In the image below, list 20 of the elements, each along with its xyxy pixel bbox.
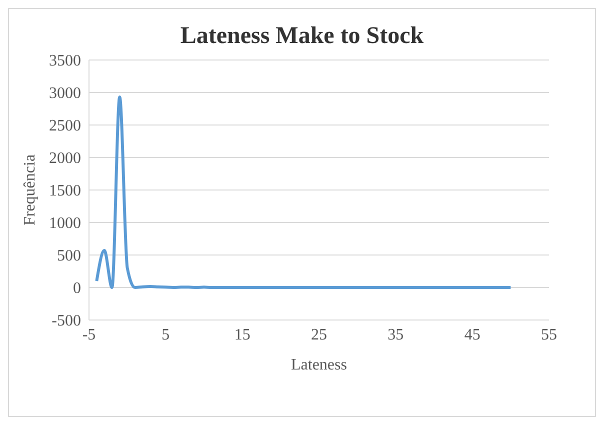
y-tick-label: -500 [52, 312, 81, 330]
y-tick-label: 3500 [49, 52, 81, 70]
y-axis-title: Frequência [22, 154, 39, 226]
x-tick-label: 15 [234, 326, 250, 344]
y-tick-label: 500 [57, 248, 81, 265]
x-tick-label: 35 [388, 326, 404, 344]
y-tick-label: 2000 [49, 150, 81, 168]
x-tick-label: -5 [82, 326, 96, 344]
x-tick-label: 5 [162, 326, 170, 344]
x-tick-label: 55 [541, 326, 557, 344]
y-tick-label: 0 [73, 280, 81, 298]
x-tick-label: 25 [311, 326, 327, 344]
line-series [95, 96, 512, 289]
chart-title: Lateness Make to Stock [179, 23, 425, 50]
x-tick-label: 45 [464, 326, 480, 344]
y-tick-label: 1000 [49, 215, 81, 232]
x-axis-title: Lateness [291, 356, 347, 374]
y-tick-label: 3000 [49, 85, 81, 102]
y-tick-label: 2500 [49, 118, 81, 135]
y-tick-label: 1500 [49, 182, 81, 200]
